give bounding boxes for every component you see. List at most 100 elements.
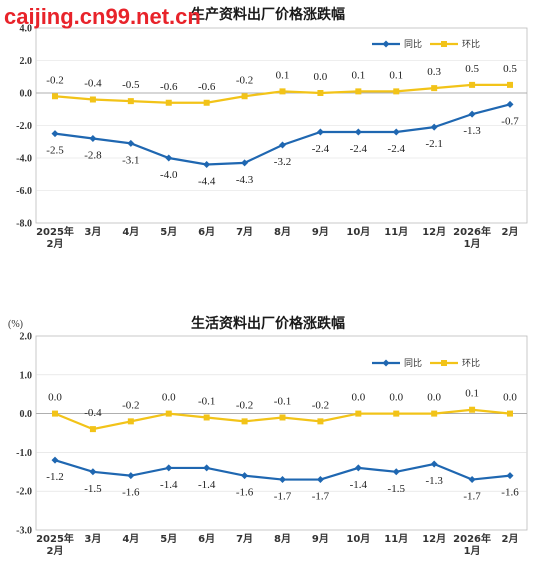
data-label-yoy: -1.4 — [198, 479, 216, 491]
data-label-mom: -0.4 — [84, 407, 102, 419]
data-point-mom — [127, 418, 134, 425]
data-label-yoy: -4.3 — [236, 174, 254, 186]
data-point-yoy — [506, 472, 514, 480]
data-point-yoy — [506, 100, 514, 108]
data-label-yoy: -4.0 — [160, 169, 178, 181]
data-point-yoy — [430, 460, 438, 468]
x-tick-label: 7月 — [236, 533, 253, 545]
data-label-yoy: -4.4 — [198, 176, 216, 188]
x-tick-label: 9月 — [312, 226, 329, 238]
y-tick-label: 0.0 — [20, 89, 33, 100]
data-point-yoy — [203, 464, 211, 472]
y-tick-label: 0.0 — [20, 409, 33, 420]
data-point-mom — [127, 98, 134, 105]
legend-marker — [441, 360, 447, 366]
legend-marker — [382, 40, 390, 48]
y-tick-label: -3.0 — [16, 526, 32, 537]
data-point-yoy — [165, 464, 173, 472]
data-label-mom: 0.5 — [503, 63, 517, 75]
data-label-mom: 0.0 — [389, 392, 403, 404]
data-point-mom — [89, 426, 96, 433]
x-tick-label: 3月 — [84, 533, 101, 545]
x-tick-label: 12月 — [422, 226, 446, 238]
data-label-yoy: -3.1 — [122, 154, 139, 166]
data-label-yoy: -2.4 — [312, 143, 330, 155]
legend-label: 同比 — [404, 357, 422, 369]
x-tick-label: 5月 — [160, 226, 177, 238]
data-point-yoy — [354, 128, 362, 136]
data-point-yoy — [51, 456, 59, 464]
data-point-yoy — [241, 159, 249, 167]
data-label-yoy: -3.2 — [274, 156, 291, 168]
data-label-mom: 0.0 — [314, 71, 328, 83]
x-tick-label: 11月 — [384, 533, 408, 545]
legend-marker — [382, 359, 390, 367]
data-point-mom — [507, 81, 513, 88]
x-tick-label: 4月 — [122, 226, 139, 238]
data-point-mom — [241, 93, 248, 100]
plot-frame — [35, 335, 528, 531]
y-tick-label: -2.0 — [16, 121, 32, 132]
x-tick-label: 2月 — [47, 545, 64, 557]
data-point-yoy — [468, 110, 476, 118]
data-point-mom — [393, 410, 400, 417]
data-point-mom — [317, 418, 324, 425]
data-label-yoy: -1.7 — [463, 491, 481, 503]
data-point-yoy — [430, 123, 438, 131]
data-label-mom: -0.2 — [312, 399, 329, 411]
chart-2: 生活资料出厂价格涨跌幅 (%) -3.0 -2.0 -1.0 0.0 1.0 2.0 2025年… — [8, 315, 528, 557]
data-point-mom — [241, 418, 248, 425]
y-tick-label: 4.0 — [20, 24, 33, 35]
x-tick-label: 9月 — [312, 533, 329, 545]
data-label-yoy: -1.3 — [425, 475, 443, 487]
y-unit-label: (%) — [8, 319, 23, 330]
data-label-mom: 0.1 — [351, 69, 365, 81]
data-label-mom: 0.1 — [389, 69, 403, 81]
chart-title: 生产资料出厂价格涨跌幅 — [191, 6, 345, 23]
data-point-mom — [52, 93, 58, 100]
data-label-mom: -0.2 — [122, 399, 139, 411]
data-label-mom: 0.5 — [465, 63, 479, 75]
data-label-mom: -0.1 — [274, 395, 291, 407]
data-point-yoy — [127, 472, 135, 480]
data-point-yoy — [468, 476, 476, 484]
data-label-mom: 0.1 — [276, 69, 290, 81]
data-point-yoy — [89, 468, 97, 476]
data-point-yoy — [316, 476, 324, 484]
y-tick-label: -1.0 — [16, 448, 32, 459]
data-label-yoy: -1.5 — [388, 483, 406, 495]
data-point-mom — [469, 406, 476, 413]
data-label-mom: 0.1 — [465, 388, 479, 400]
data-point-mom — [165, 410, 172, 417]
data-label-mom: -0.2 — [46, 74, 63, 86]
data-point-yoy — [241, 472, 249, 480]
data-label-yoy: -2.1 — [425, 138, 442, 150]
data-label-yoy: -0.7 — [501, 115, 519, 127]
y-tick-label: -4.0 — [16, 154, 32, 165]
data-label-yoy: -1.7 — [274, 491, 292, 503]
x-tick-label: 3月 — [84, 226, 101, 238]
x-tick-label: 4月 — [122, 533, 139, 545]
data-point-mom — [279, 414, 286, 421]
data-label-mom: -0.6 — [160, 81, 178, 93]
data-label-yoy: -2.4 — [388, 143, 406, 155]
data-point-mom — [203, 99, 210, 106]
data-point-yoy — [127, 139, 135, 147]
x-tick-label: 10月 — [346, 533, 370, 545]
data-point-yoy — [392, 128, 400, 136]
data-point-yoy — [279, 476, 286, 484]
x-tick-label: 2026年 — [453, 225, 491, 238]
data-label-mom: 0.0 — [162, 392, 176, 404]
data-point-mom — [431, 85, 438, 92]
data-point-mom — [355, 88, 362, 95]
chart-title: 生活资料出厂价格涨跌幅 — [191, 315, 345, 332]
data-label-yoy: -1.5 — [84, 483, 102, 495]
chart-1: 生产资料出厂价格涨跌幅 -8.0 -6.0 -4.0 -2.0 0.0 2.0 4.0 2025… — [16, 6, 528, 250]
data-label-mom: 0.0 — [503, 392, 517, 404]
data-point-mom — [203, 414, 210, 421]
data-point-mom — [165, 99, 172, 106]
y-tick-label: -2.0 — [16, 487, 32, 498]
data-label-yoy: -2.8 — [84, 150, 102, 162]
x-tick-label: 10月 — [346, 226, 370, 238]
y-tick-label: -8.0 — [16, 219, 32, 230]
